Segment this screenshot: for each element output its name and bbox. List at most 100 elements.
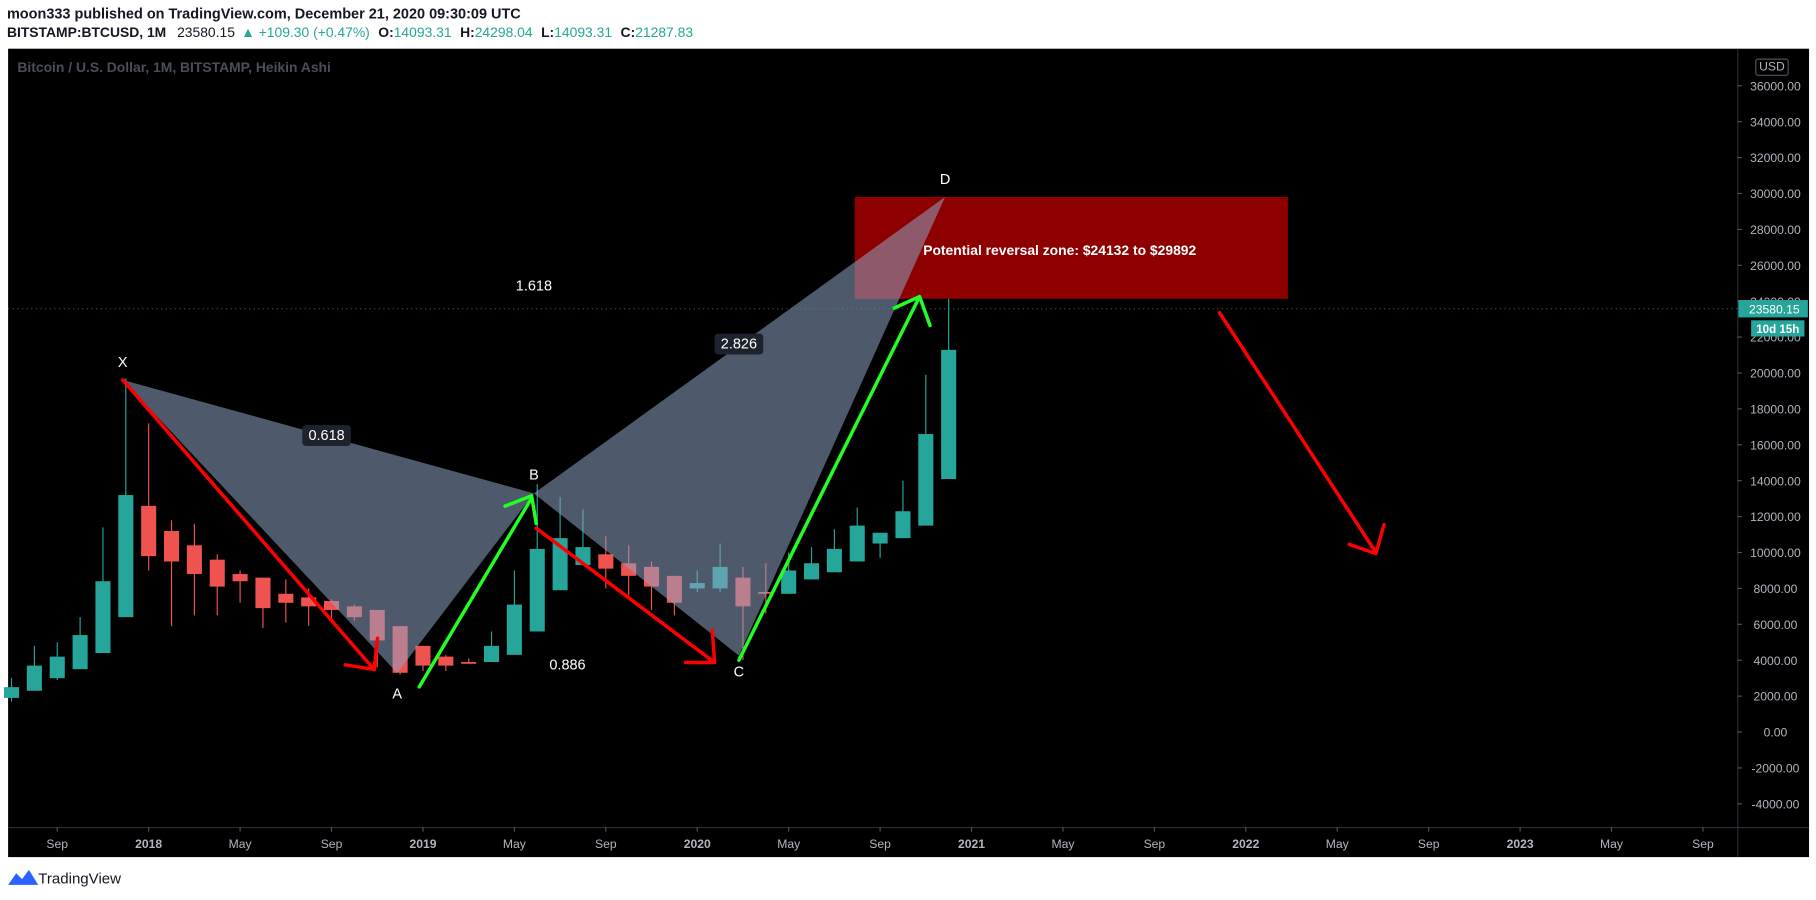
pattern-bcd xyxy=(533,196,946,656)
x-tick-label: 2022 xyxy=(1232,837,1259,851)
y-tick-label: 14000.00 xyxy=(1750,474,1801,488)
x-tick-label: May xyxy=(229,837,253,851)
footer: TradingView xyxy=(8,869,121,888)
y-tick-label: 12000.00 xyxy=(1750,510,1801,524)
candle-body xyxy=(278,593,294,603)
x-tick-label: May xyxy=(1600,837,1624,851)
candle-body xyxy=(301,597,317,607)
arrow-head xyxy=(503,494,538,526)
y-tick-label: 10000.00 xyxy=(1750,546,1801,560)
candle-body xyxy=(872,532,888,544)
candle-body xyxy=(895,511,911,539)
y-tick-label: 18000.00 xyxy=(1750,403,1801,417)
ratio-label: 0.618 xyxy=(308,428,344,444)
x-tick-label: Sep xyxy=(869,837,891,851)
o-label: O: xyxy=(378,24,393,40)
brand: TradingView xyxy=(38,871,121,888)
ratio-box xyxy=(302,425,351,446)
candle-body xyxy=(26,665,42,691)
x-tick-label: 2023 xyxy=(1507,837,1534,851)
candle-body xyxy=(324,600,340,610)
point-label: C xyxy=(734,664,744,680)
candle-body xyxy=(438,656,454,666)
currency-box xyxy=(1755,58,1789,76)
arrow-xa xyxy=(121,378,376,672)
ratio-label: 2.826 xyxy=(721,337,757,353)
ratio-label: 0.886 xyxy=(549,657,585,673)
candle-body xyxy=(529,548,545,632)
arrow-projection xyxy=(1217,311,1378,555)
price-tags: 23580.15 10d 15h xyxy=(8,300,1808,337)
logo xyxy=(8,869,39,885)
candle-body xyxy=(164,530,180,562)
arrow-head xyxy=(1347,522,1386,556)
x-tick-label: 2018 xyxy=(135,837,162,851)
candle-body xyxy=(209,559,225,587)
header-price: 23580.15 xyxy=(177,24,235,40)
x-tick-label: 2020 xyxy=(684,837,711,851)
candles xyxy=(4,295,957,702)
symbol-line: BITSTAMP:BTCUSD, 1M 23580.15 ▲ +109.30 (… xyxy=(7,24,693,40)
y-tick-label: -2000.00 xyxy=(1751,762,1799,776)
y-tick-label: 4000.00 xyxy=(1753,654,1797,668)
y-tick-label: 16000.00 xyxy=(1750,438,1801,452)
ratio-label: 1.618 xyxy=(516,279,552,295)
countdown-tag xyxy=(1751,320,1805,337)
y-tick-label: 8000.00 xyxy=(1753,582,1797,596)
countdown-label: 10d 15h xyxy=(1756,324,1799,336)
x-tick-label: May xyxy=(1051,837,1075,851)
y-tick-label: 34000.00 xyxy=(1750,115,1801,129)
pattern-xab xyxy=(122,379,534,673)
candle-body xyxy=(461,662,477,664)
y-tick-label: 0.00 xyxy=(1764,726,1788,740)
last-price-tag xyxy=(1738,300,1808,318)
publisher-line: moon333 published on TradingView.com, De… xyxy=(7,7,521,23)
candle-body xyxy=(484,645,500,663)
x-tick-label: Sep xyxy=(1692,837,1714,851)
o-value: 14093.31 xyxy=(394,24,452,40)
candle-body xyxy=(232,574,248,582)
candle-body xyxy=(118,495,134,618)
candle-body xyxy=(186,545,202,575)
x-tick-label: Sep xyxy=(1418,837,1440,851)
x-tick-label: May xyxy=(1326,837,1350,851)
zone-label: Potential reversal zone: $24132 to $2989… xyxy=(923,242,1196,258)
candle-body xyxy=(826,548,842,573)
x-tick-label: May xyxy=(777,837,801,851)
harmonic-pattern: Potential reversal zone: $24132 to $2989… xyxy=(118,172,1386,702)
axes: -4000.00 -2000.00 0.00 2000.00 4000.00 6000.0… xyxy=(46,79,1801,850)
candle-body xyxy=(781,570,797,594)
point-label: D xyxy=(940,172,950,188)
symbol: BITSTAMP:BTCUSD, 1M xyxy=(7,24,166,40)
y-tick-label: 20000.00 xyxy=(1750,367,1801,381)
x-tick-label: May xyxy=(503,837,527,851)
candle-body xyxy=(804,563,820,580)
y-tick-label: 26000.00 xyxy=(1750,259,1801,273)
y-tick-label: -4000.00 xyxy=(1751,797,1799,811)
candle-body xyxy=(141,505,157,557)
candle-body xyxy=(255,577,271,609)
candle-body xyxy=(72,635,88,670)
candle-body xyxy=(415,645,431,666)
candle-body xyxy=(95,581,111,654)
c-label: C: xyxy=(621,24,636,40)
x-tick-label: Sep xyxy=(321,837,343,851)
x-tick-label: 2019 xyxy=(409,837,436,851)
last-price-label: 23580.15 xyxy=(1749,302,1800,316)
arrow-ab xyxy=(417,496,534,689)
candle-body xyxy=(941,349,957,480)
x-tick-label: Sep xyxy=(46,837,68,851)
ratio-box xyxy=(714,333,764,355)
y-tick-label: 32000.00 xyxy=(1750,151,1801,165)
candle-body xyxy=(49,656,65,679)
l-label: L: xyxy=(541,24,554,40)
chart-title: Bitcoin / U.S. Dollar, 1M, BITSTAMP, Hei… xyxy=(17,59,331,75)
point-label: X xyxy=(118,355,128,371)
arrow-head xyxy=(683,628,717,665)
c-value: 21287.83 xyxy=(635,24,693,40)
arrow-head xyxy=(892,294,932,328)
l-value: 14093.31 xyxy=(554,24,612,40)
y-tick-label: 6000.00 xyxy=(1753,618,1797,632)
